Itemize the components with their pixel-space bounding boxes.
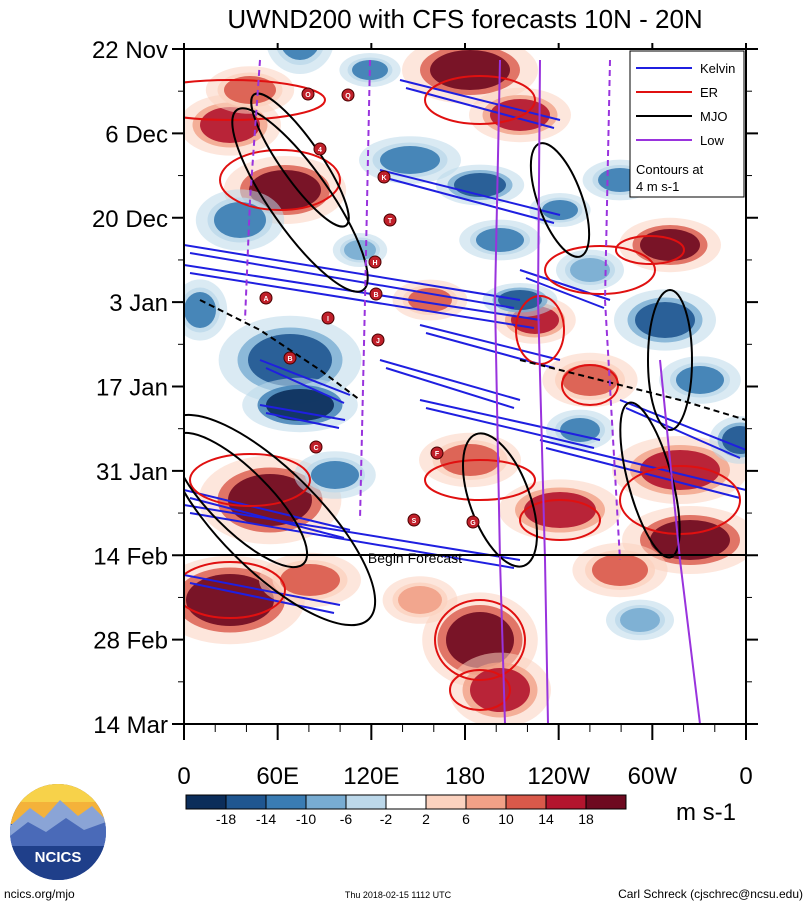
storm-marker bbox=[321, 311, 335, 325]
storm-marker bbox=[368, 255, 382, 269]
colorbar: -18 -14 -10 -6 -2 2 6 10 14 18 bbox=[185, 794, 627, 827]
colorbar-swatch bbox=[305, 794, 347, 810]
legend: Kelvin ER MJO Low Contours at 4 m s-1 bbox=[629, 50, 745, 198]
footer-url: ncics.org/mjo bbox=[4, 887, 75, 901]
y-tick-label: 14 Mar bbox=[93, 712, 168, 739]
storm-label: 4 bbox=[318, 147, 322, 154]
y-tick-label: 3 Jan bbox=[109, 290, 168, 317]
legend-note-line1: Contours at bbox=[636, 162, 704, 177]
storm-label: B bbox=[373, 292, 378, 299]
y-tick-label: 6 Dec bbox=[105, 121, 168, 148]
storm-marker bbox=[430, 446, 444, 460]
storm-marker bbox=[371, 333, 385, 347]
storm-label: T bbox=[388, 218, 393, 225]
y-tick-label: 22 Nov bbox=[92, 37, 168, 64]
y-tick-label: 28 Feb bbox=[93, 628, 168, 655]
storm-label: O bbox=[305, 92, 311, 99]
legend-label: MJO bbox=[700, 109, 727, 124]
x-tick-label: 180 bbox=[445, 763, 485, 790]
chart-title: UWND200 with CFS forecasts 10N - 20N bbox=[227, 4, 702, 34]
storm-label: C bbox=[313, 445, 318, 452]
legend-label: ER bbox=[700, 85, 718, 100]
storm-label: G bbox=[470, 520, 476, 527]
storm-marker bbox=[309, 440, 323, 454]
storm-marker bbox=[313, 142, 327, 156]
y-tick-label: 20 Dec bbox=[92, 206, 168, 233]
storm-marker bbox=[283, 351, 297, 365]
colorbar-swatch bbox=[345, 794, 387, 810]
y-axis: 22 Nov 6 Dec 20 Dec 3 Jan 17 Jan 31 Jan 14 Feb… bbox=[92, 37, 758, 739]
filtered-contours bbox=[184, 59, 746, 724]
colorbar-tick-label: 10 bbox=[498, 811, 514, 827]
colorbar-tick-label: -10 bbox=[296, 811, 316, 827]
storm-marker bbox=[466, 515, 480, 529]
storm-marker bbox=[301, 87, 315, 101]
legend-box bbox=[629, 50, 745, 198]
x-tick-label: 0 bbox=[177, 763, 190, 790]
legend-note-line2: 4 m s-1 bbox=[636, 179, 679, 194]
footer-author: Carl Schreck (cjschrec@ncsu.edu) bbox=[618, 887, 803, 901]
storm-marker bbox=[259, 291, 273, 305]
storm-marker bbox=[383, 213, 397, 227]
colorbar-swatch bbox=[505, 794, 547, 810]
ncics-logo: NCICS bbox=[10, 784, 106, 880]
logo-text: NCICS bbox=[35, 849, 82, 866]
x-axis: 0 60E 120E 180 120W 60W 0 bbox=[177, 43, 753, 790]
forecast-label: Begin Forecast bbox=[368, 550, 462, 566]
colorbar-tick-label: 14 bbox=[538, 811, 554, 827]
storm-label: H bbox=[372, 260, 377, 267]
storm-marker bbox=[407, 513, 421, 527]
colorbar-swatch bbox=[465, 794, 507, 810]
colorbar-tick-label: 6 bbox=[462, 811, 470, 827]
colorbar-swatch bbox=[585, 794, 627, 810]
legend-label: Low bbox=[700, 133, 724, 148]
storm-label: K bbox=[381, 175, 386, 182]
storm-marker bbox=[369, 287, 383, 301]
x-tick-label: 60W bbox=[628, 763, 678, 790]
colorbar-tick-label: 18 bbox=[578, 811, 594, 827]
plot-area: O Q 4 K T H B A I J B C F S G bbox=[184, 49, 746, 724]
x-tick-label: 60E bbox=[256, 763, 299, 790]
colorbar-swatch bbox=[385, 794, 427, 810]
colorbar-swatch bbox=[225, 794, 267, 810]
storm-label: B bbox=[287, 356, 292, 363]
storm-label: A bbox=[263, 296, 268, 303]
colorbar-tick-label: -6 bbox=[340, 811, 353, 827]
storm-marker bbox=[341, 88, 355, 102]
colorbar-swatch bbox=[545, 794, 587, 810]
storm-label: S bbox=[412, 518, 417, 525]
storm-label: Q bbox=[345, 93, 351, 100]
y-tick-label: 17 Jan bbox=[96, 375, 168, 402]
x-tick-label: 120W bbox=[527, 763, 590, 790]
storm-label: J bbox=[376, 338, 380, 345]
colorbar-swatch bbox=[425, 794, 467, 810]
x-tick-label: 0 bbox=[739, 763, 752, 790]
storm-label: I bbox=[327, 316, 329, 323]
colorbar-units: m s-1 bbox=[676, 799, 736, 826]
y-tick-label: 31 Jan bbox=[96, 459, 168, 486]
footer-timestamp: Thu 2018-02-15 1112 UTC bbox=[345, 890, 452, 900]
colorbar-swatch bbox=[265, 794, 307, 810]
colorbar-tick-label: 2 bbox=[422, 811, 430, 827]
storm-label: F bbox=[435, 451, 440, 458]
colorbar-tick-label: -2 bbox=[380, 811, 393, 827]
x-tick-label: 120E bbox=[343, 763, 399, 790]
colorbar-tick-label: -18 bbox=[216, 811, 236, 827]
storm-markers: O Q 4 K T H B A I J B C F S G bbox=[259, 87, 480, 529]
y-tick-label: 14 Feb bbox=[93, 543, 168, 570]
legend-label: Kelvin bbox=[700, 61, 735, 76]
colorbar-tick-label: -14 bbox=[256, 811, 276, 827]
colorbar-swatch bbox=[185, 794, 227, 810]
storm-marker bbox=[377, 170, 391, 184]
